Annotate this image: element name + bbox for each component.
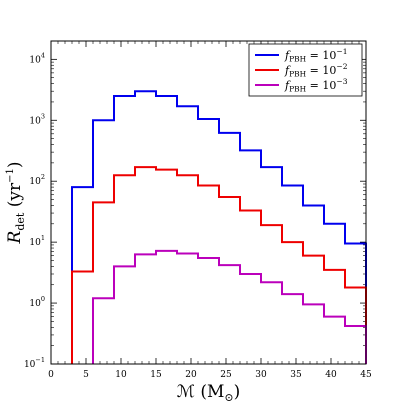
y-axis-label: Rdet (yr−1) bbox=[5, 162, 27, 245]
legend-entry-1: fPBH = 10−1 bbox=[255, 47, 347, 64]
x-tick-label-2: 10 bbox=[115, 370, 127, 380]
x-tick-label-8: 40 bbox=[325, 370, 337, 380]
x-tick-label-5: 25 bbox=[220, 370, 232, 380]
legend: fPBH = 10−1 fPBH = 10−2 fPBH = 10−3 bbox=[248, 43, 363, 97]
x-axis-label-main: ℳ (M bbox=[177, 382, 225, 402]
x-tick-label-1: 5 bbox=[83, 370, 89, 380]
plot-frame bbox=[50, 40, 367, 365]
series-line-3 bbox=[92, 249, 367, 364]
y-tick-label-0: 10−1 bbox=[24, 356, 45, 370]
y-axis-label-main: R bbox=[5, 230, 25, 244]
x-tick-label-3: 15 bbox=[150, 370, 162, 380]
x-tick-label-9: 45 bbox=[360, 370, 372, 380]
y-tick-label-5: 104 bbox=[29, 51, 45, 65]
series-line-2 bbox=[71, 166, 367, 364]
legend-entry-3: fPBH = 10−3 bbox=[255, 77, 348, 94]
x-tick-label-7: 35 bbox=[290, 370, 302, 380]
y-axis-label-end: ) bbox=[5, 162, 25, 169]
x-tick-label-6: 30 bbox=[255, 370, 267, 380]
legend-label-2: fPBH = 10−2 bbox=[284, 62, 348, 79]
x-axis-label-end: ) bbox=[234, 382, 241, 402]
y-axis-label-sup: −1 bbox=[5, 168, 16, 183]
legend-label-1: fPBH = 10−1 bbox=[284, 47, 347, 64]
series-group bbox=[71, 90, 367, 364]
legend-label-3: fPBH = 10−3 bbox=[284, 77, 348, 94]
y-tick-label-2: 101 bbox=[29, 234, 45, 248]
x-axis-label: ℳ (M⊙) bbox=[177, 382, 240, 404]
x-axis-label-sub: ⊙ bbox=[224, 391, 233, 404]
y-tick-label-1: 100 bbox=[29, 295, 45, 309]
y-axis-label-mid: (yr bbox=[5, 182, 25, 213]
x-tick-label-0: 0 bbox=[48, 370, 54, 380]
y-axis-label-sub: det bbox=[14, 212, 27, 231]
x-tick-label-4: 20 bbox=[185, 370, 197, 380]
y-tick-label-3: 102 bbox=[29, 173, 45, 187]
series-line-1 bbox=[71, 90, 367, 364]
y-tick-label-4: 103 bbox=[29, 112, 45, 126]
legend-entry-2: fPBH = 10−2 bbox=[255, 62, 348, 79]
